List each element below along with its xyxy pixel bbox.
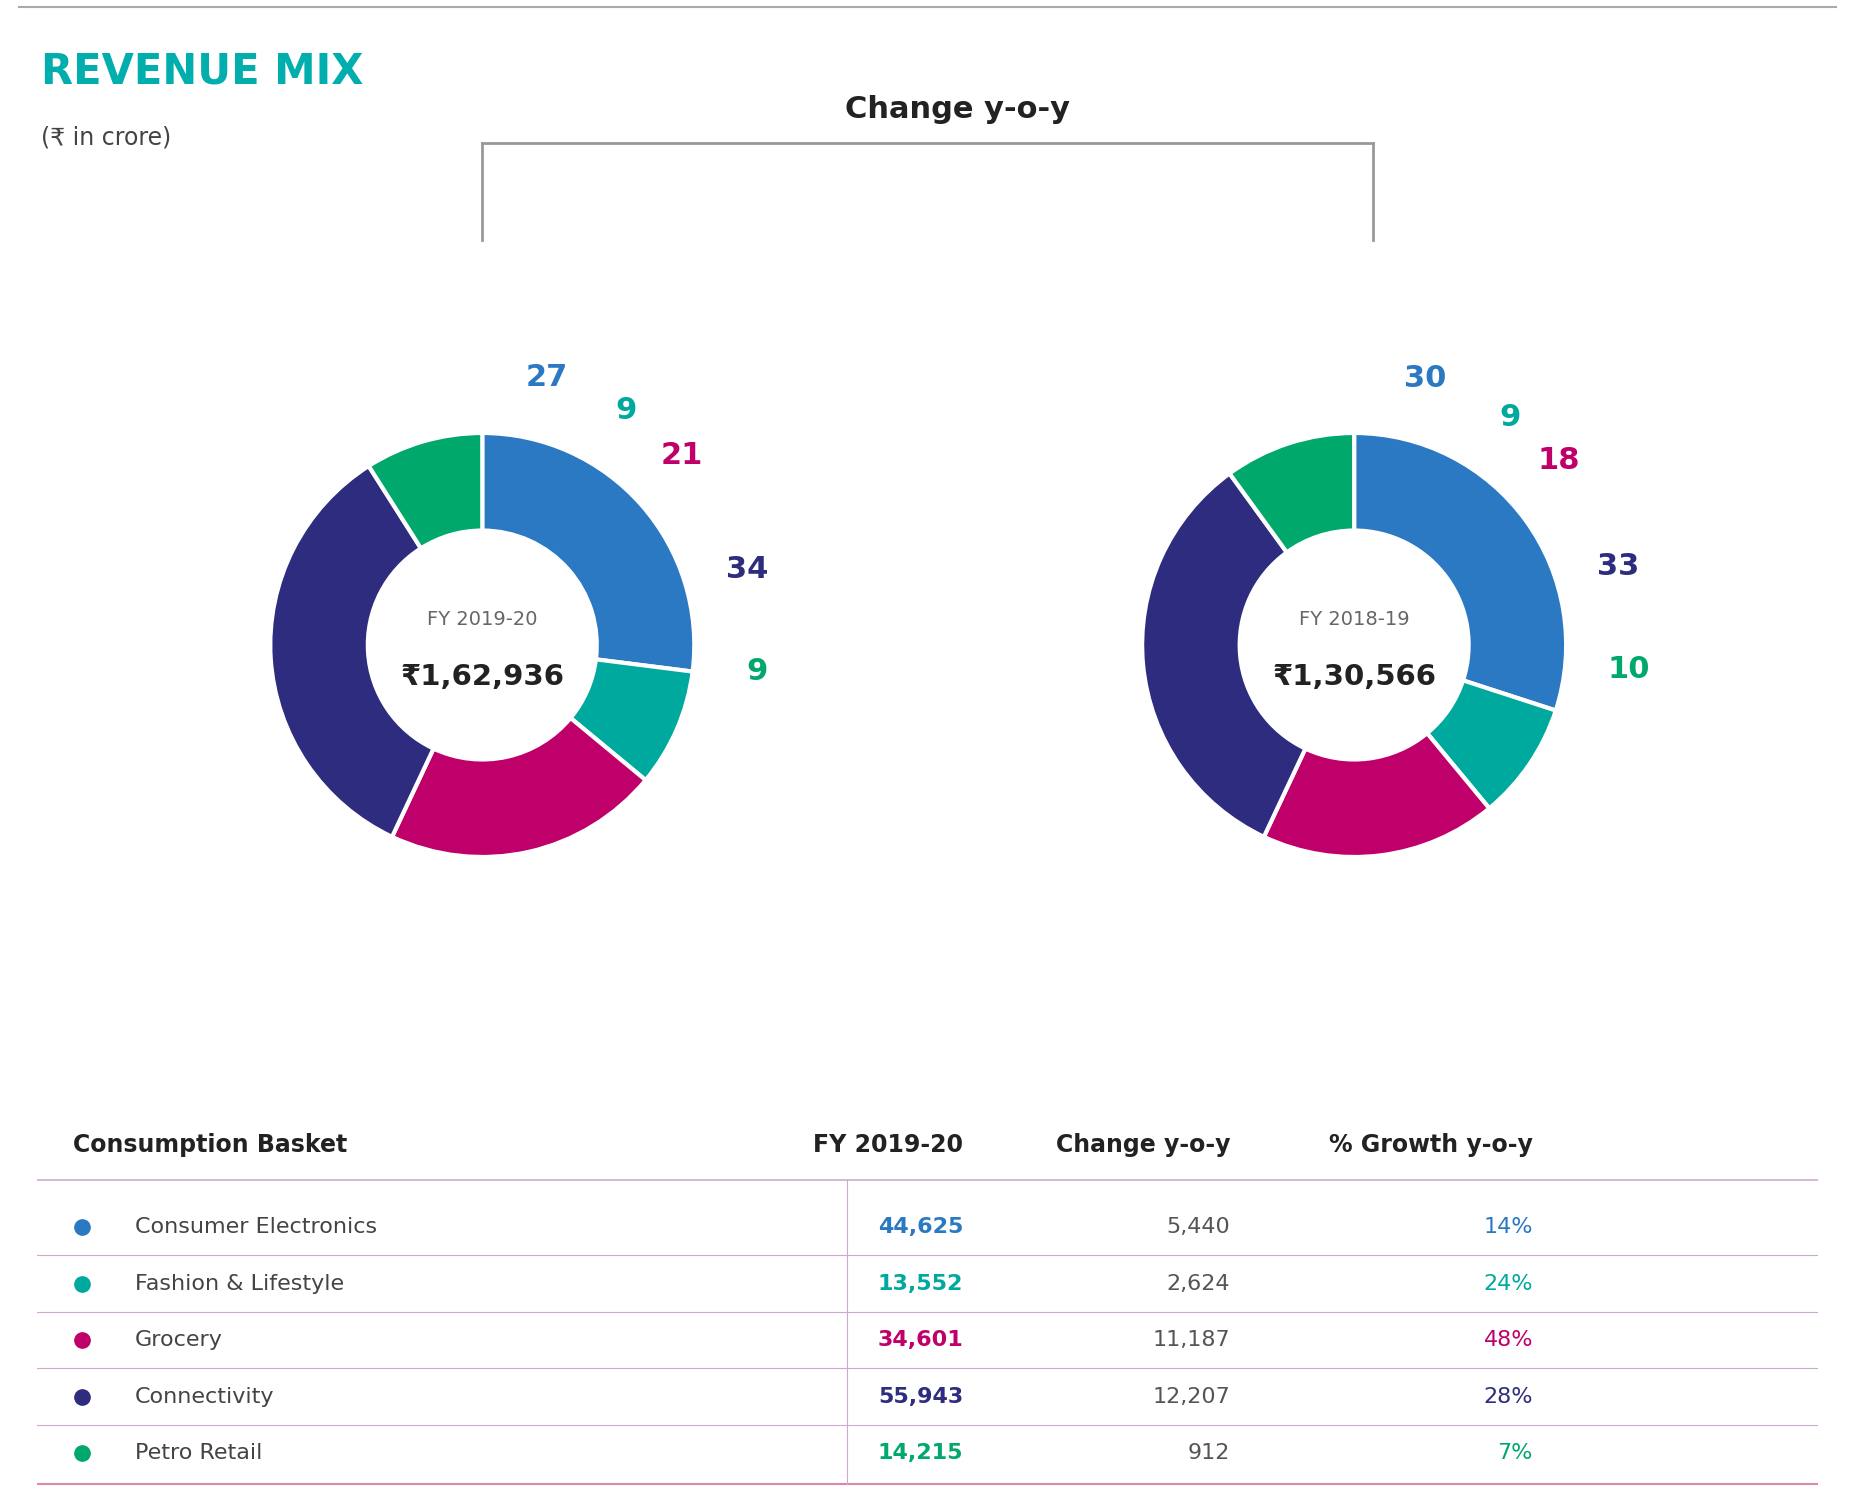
Text: 28%: 28% <box>1484 1386 1532 1407</box>
Text: Consumer Electronics: Consumer Electronics <box>135 1216 377 1237</box>
Text: Connectivity: Connectivity <box>135 1386 275 1407</box>
Text: FY 2019-20: FY 2019-20 <box>812 1132 963 1156</box>
Text: 9: 9 <box>1499 404 1521 432</box>
Text: 24%: 24% <box>1484 1274 1532 1293</box>
Text: FY 2018-19: FY 2018-19 <box>1298 610 1410 628</box>
Text: 7%: 7% <box>1497 1443 1532 1462</box>
Text: ₹1,62,936: ₹1,62,936 <box>401 663 564 692</box>
Text: 44,625: 44,625 <box>877 1216 963 1237</box>
Wedge shape <box>1143 474 1306 837</box>
Wedge shape <box>271 466 434 837</box>
Wedge shape <box>1426 681 1556 808</box>
Wedge shape <box>1230 433 1354 552</box>
Text: 9: 9 <box>746 657 768 686</box>
Text: Grocery: Grocery <box>135 1330 223 1350</box>
Text: 2,624: 2,624 <box>1167 1274 1230 1293</box>
Text: Consumption Basket: Consumption Basket <box>72 1132 347 1156</box>
Text: 11,187: 11,187 <box>1152 1330 1230 1350</box>
Wedge shape <box>1354 433 1566 711</box>
Wedge shape <box>391 718 646 856</box>
Text: Change y-o-y: Change y-o-y <box>1055 1132 1230 1156</box>
Text: 34,601: 34,601 <box>877 1330 963 1350</box>
Text: 13,552: 13,552 <box>877 1274 963 1293</box>
Text: ₹1,30,566: ₹1,30,566 <box>1273 663 1436 692</box>
Wedge shape <box>571 660 692 780</box>
Text: (₹ in crore): (₹ in crore) <box>41 126 171 150</box>
Text: Fashion & Lifestyle: Fashion & Lifestyle <box>135 1274 345 1293</box>
Text: 48%: 48% <box>1484 1330 1532 1350</box>
Text: REVENUE MIX: REVENUE MIX <box>41 51 364 93</box>
Text: 14%: 14% <box>1484 1216 1532 1237</box>
Text: 34: 34 <box>725 555 768 584</box>
Text: 10: 10 <box>1608 654 1649 684</box>
Wedge shape <box>369 433 482 549</box>
Text: 9: 9 <box>616 396 636 424</box>
Text: 30: 30 <box>1404 364 1447 393</box>
Text: % Growth y-o-y: % Growth y-o-y <box>1328 1132 1532 1156</box>
Text: 14,215: 14,215 <box>877 1443 963 1462</box>
Text: Petro Retail: Petro Retail <box>135 1443 262 1462</box>
Text: Change y-o-y: Change y-o-y <box>846 96 1070 124</box>
Text: 12,207: 12,207 <box>1152 1386 1230 1407</box>
Text: 55,943: 55,943 <box>877 1386 963 1407</box>
Text: 18: 18 <box>1538 446 1580 476</box>
Text: 21: 21 <box>660 441 703 470</box>
Text: 5,440: 5,440 <box>1167 1216 1230 1237</box>
Wedge shape <box>1263 734 1490 856</box>
Text: 912: 912 <box>1187 1443 1230 1462</box>
Text: FY 2019-20: FY 2019-20 <box>427 610 538 628</box>
Text: 33: 33 <box>1597 552 1640 580</box>
Wedge shape <box>482 433 694 672</box>
Text: 27: 27 <box>525 363 568 392</box>
